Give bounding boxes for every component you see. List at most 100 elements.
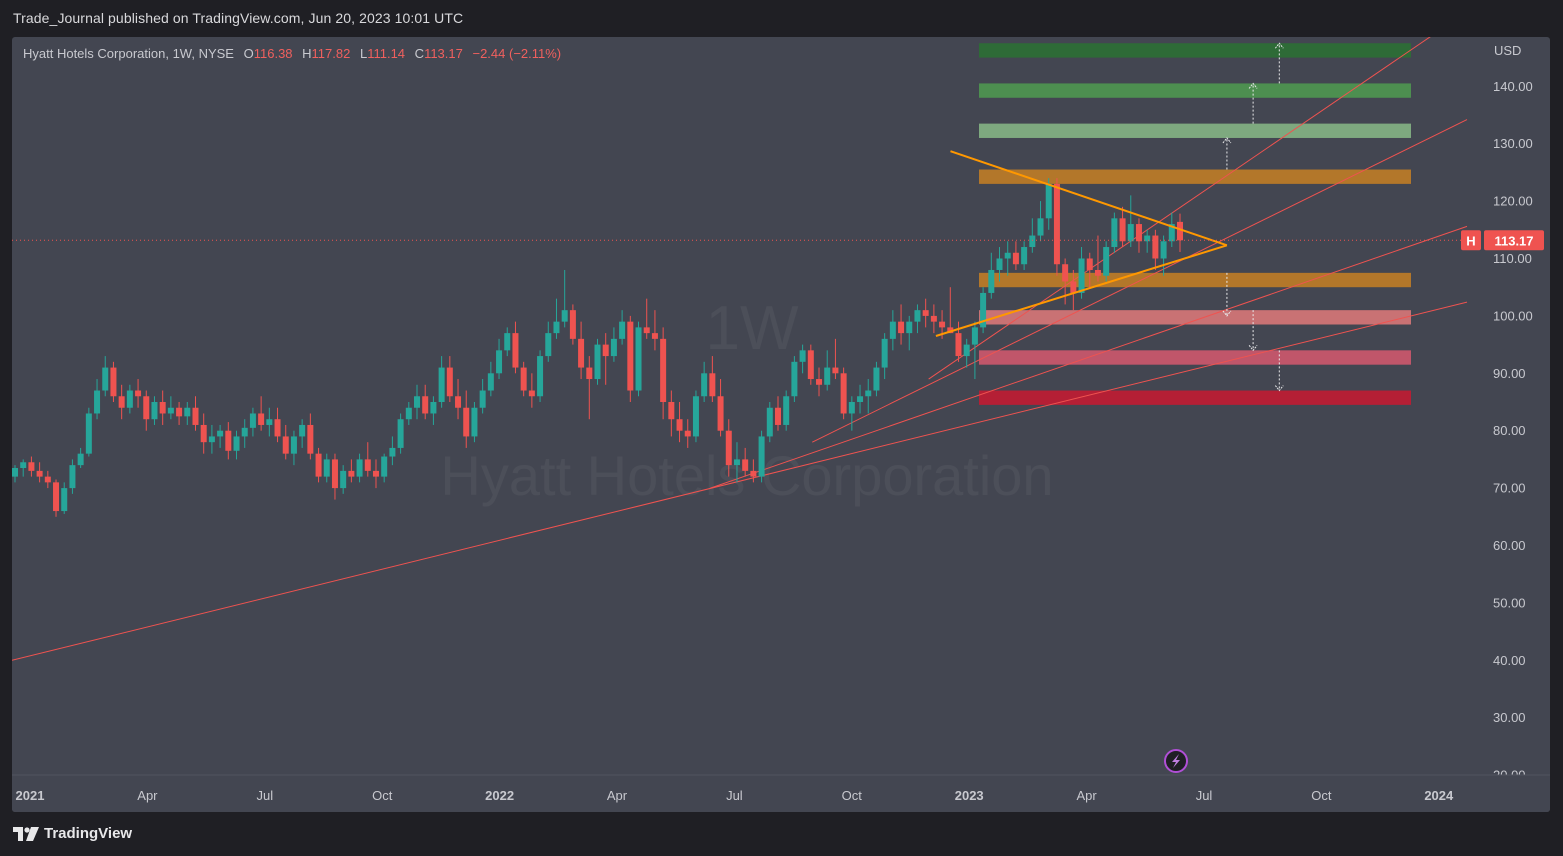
candle-body (1177, 221, 1183, 241)
close-label: C (414, 46, 425, 61)
x-tick-label: Apr (1076, 788, 1097, 803)
candle-body (307, 424, 314, 454)
candle-body (692, 396, 699, 437)
candle-body (914, 310, 921, 322)
candle-body (200, 424, 207, 443)
y-tick-label: 40.00 (1493, 653, 1526, 668)
open-label: O (243, 46, 254, 61)
candle-body (405, 407, 412, 420)
high-label: H (302, 46, 312, 61)
candle-body (53, 482, 60, 512)
y-tick-label: 130.00 (1493, 136, 1533, 151)
chart-pane[interactable]: 1W Hyatt Hotels Corporation 140.00 130.00 12… (12, 37, 1550, 812)
candle-body (1160, 241, 1167, 259)
candle-body (217, 430, 224, 437)
x-tick-label: Oct (1311, 788, 1332, 803)
candle-body (85, 413, 92, 454)
candle-body (1070, 281, 1077, 293)
y-tick-label: 50.00 (1493, 595, 1526, 610)
candle-body (733, 459, 740, 466)
candle-body (94, 390, 101, 414)
candle-body (774, 407, 781, 425)
candle-body (906, 321, 913, 334)
candle-body (1021, 247, 1028, 265)
candle-body (455, 396, 462, 408)
y-tick-label: 80.00 (1493, 423, 1526, 438)
candle-body (496, 350, 503, 374)
candle-body (783, 396, 790, 425)
tradingview-logo-text: TradingView (44, 825, 133, 842)
triangle-lower-line (935, 244, 1228, 337)
candle-body (807, 350, 814, 380)
candle-body (1135, 224, 1142, 242)
candle-body (143, 396, 150, 420)
projection-arrowhead-5 (1274, 385, 1284, 392)
candle-body (602, 344, 609, 357)
candle-body (537, 356, 544, 397)
candle-body (348, 470, 355, 477)
candle-body (578, 338, 585, 368)
candle-body (446, 367, 453, 397)
candle-body (1029, 235, 1036, 248)
candle-body (1004, 252, 1011, 259)
candle-body (77, 453, 84, 466)
candle-body (184, 407, 191, 417)
price-tag-value: 113.17 (1494, 233, 1533, 248)
candle-body (167, 407, 174, 414)
low-value: 111.14 (367, 46, 406, 61)
candle-body (651, 333, 658, 339)
y-tick-label: 140.00 (1493, 79, 1533, 94)
candle-body (528, 390, 535, 397)
candle-body (545, 333, 552, 357)
candle-body (135, 390, 142, 397)
lightning-icon (1172, 754, 1180, 768)
candle-body (422, 396, 429, 414)
candle-body (258, 413, 265, 425)
y-tick-label: 30.00 (1493, 710, 1526, 725)
candle-body (192, 407, 199, 425)
candle-body (561, 310, 568, 322)
candle-body (479, 390, 486, 408)
trendline-1 (710, 225, 1468, 489)
target-zone-4 (979, 272, 1411, 288)
x-tick-label: 2022 (485, 788, 514, 803)
candle-body (36, 470, 43, 477)
candle-body (553, 321, 560, 334)
y-tick-label: 90.00 (1493, 366, 1526, 381)
candle-body (750, 470, 757, 477)
candle-body (1152, 235, 1159, 259)
candle-body (594, 344, 601, 380)
candle-body (520, 367, 527, 391)
candle-body (701, 373, 708, 397)
candle-body (1144, 235, 1151, 242)
candle-body (955, 333, 962, 357)
candle-body (709, 373, 716, 397)
candle-body (274, 419, 281, 437)
candle-body (799, 350, 806, 362)
candle-body (988, 269, 995, 293)
x-tick-label: Jul (256, 788, 273, 803)
target-zone-1 (979, 83, 1411, 98)
candle-body (299, 424, 306, 437)
target-zone-3 (979, 169, 1411, 184)
candle-body (635, 327, 642, 391)
candle-body (742, 459, 749, 471)
candle-body (939, 321, 946, 328)
candle-body (12, 468, 18, 477)
candle-body (766, 407, 773, 437)
triangle-upper-line (950, 150, 1228, 247)
candle-body (1094, 269, 1101, 276)
candle-body (610, 338, 617, 357)
tradingview-logo-icon (13, 826, 39, 841)
candle-body (1086, 258, 1093, 270)
candle-body (684, 430, 691, 437)
change-value: −2.44 (−2.11%) (472, 46, 562, 61)
projection-arrowhead-0 (1222, 137, 1232, 144)
candle-body (208, 436, 215, 443)
candle-body (930, 315, 937, 322)
candle-body (881, 338, 888, 368)
trendline-2 (812, 119, 1468, 443)
tradingview-logo[interactable]: TradingView (13, 825, 132, 842)
x-tick-label: 2024 (1424, 788, 1454, 803)
